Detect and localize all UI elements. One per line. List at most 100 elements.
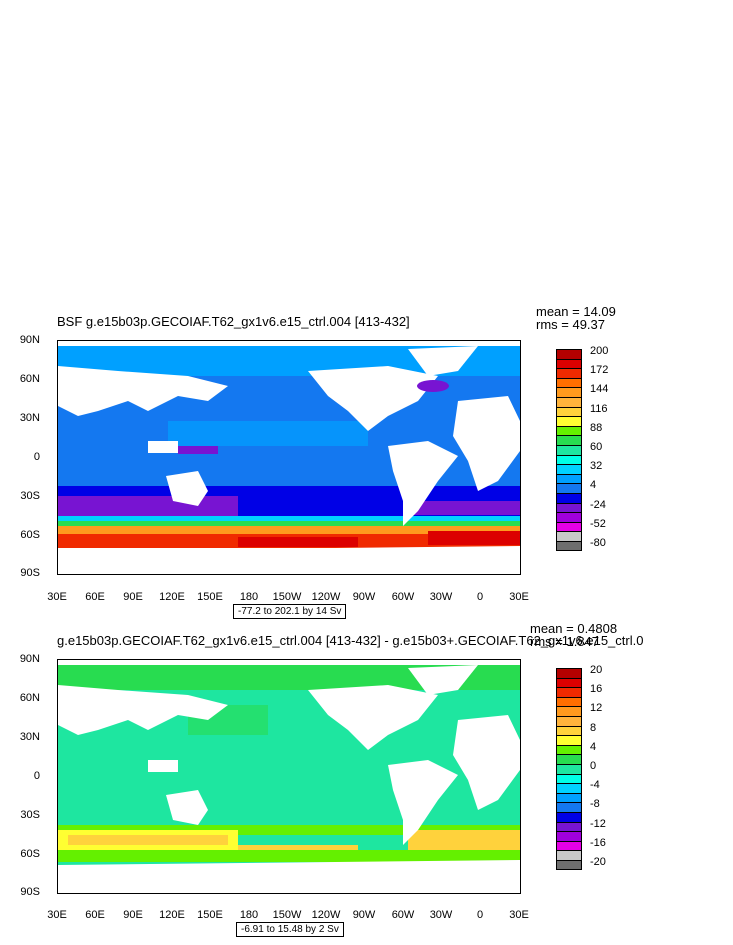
diff-south-band-orange-2 xyxy=(408,830,520,850)
panel-1-map-svg xyxy=(58,341,520,574)
gyre-labrador xyxy=(417,380,449,392)
colorbar-label: 144 xyxy=(590,383,609,396)
lon-label: 180 xyxy=(239,909,259,921)
colorbar-swatch xyxy=(556,763,582,775)
colorbar-label: -4 xyxy=(590,779,600,792)
panel-1-map xyxy=(57,340,521,575)
lon-label: 0 xyxy=(476,909,484,921)
lat-label: 60S xyxy=(20,848,40,860)
lon-label: 90E xyxy=(123,591,143,603)
colorbar-label: -8 xyxy=(590,798,600,811)
panel-2-title: g.e15b03p.GECOIAF.T62_gx1v6.e15_ctrl.004… xyxy=(57,633,643,648)
lat-label: 90N xyxy=(19,334,40,346)
lat-label: 60S xyxy=(20,529,40,541)
land-greenland xyxy=(408,346,478,376)
lon-label: 150E xyxy=(197,591,223,603)
land-eurasia xyxy=(58,685,228,735)
lat-label: 90N xyxy=(19,653,40,665)
colorbar-swatch xyxy=(556,540,582,552)
acc-dark-red-2 xyxy=(428,531,520,545)
colorbar-label: 60 xyxy=(590,441,603,453)
diff-south-band-yellow xyxy=(58,830,238,850)
diff-arctic xyxy=(58,665,520,690)
colorbar-swatch xyxy=(556,840,582,852)
colorbar-swatch xyxy=(556,735,582,746)
colorbar-label: 12 xyxy=(590,702,603,715)
land-north-edge xyxy=(58,660,520,665)
colorbar-label: 4 xyxy=(590,740,597,753)
land-africa xyxy=(453,715,520,810)
land-greenland xyxy=(408,665,478,695)
diff-south-band-green xyxy=(58,825,520,835)
panel-1-range: -77.2 to 202.1 by 14 Sv xyxy=(233,604,347,619)
colorbar-swatch xyxy=(556,792,582,804)
diff-south-band-orange-3 xyxy=(238,845,358,855)
colorbar-label: 116 xyxy=(590,402,608,415)
land-north-america xyxy=(308,366,438,431)
panel-2-range: -6.91 to 15.48 by 2 Sv xyxy=(236,922,344,937)
colorbar-label: 172 xyxy=(590,364,609,377)
land-south-america xyxy=(388,760,458,845)
land-australia xyxy=(166,471,208,506)
colorbar-swatch xyxy=(556,677,582,689)
colorbar-swatch xyxy=(556,773,582,785)
lon-label: 0 xyxy=(476,591,484,603)
lon-label: 30E xyxy=(47,591,67,603)
colorbar-swatch xyxy=(556,821,582,833)
lon-label: 150E xyxy=(197,909,223,921)
lon-label: 30W xyxy=(429,909,453,921)
colorbar-swatch xyxy=(556,859,582,871)
lon-label: 30W xyxy=(429,591,453,603)
colorbar-label: 88 xyxy=(590,421,603,434)
lon-label: 90W xyxy=(352,591,376,603)
lon-label: 60E xyxy=(85,591,105,603)
land-antarctica xyxy=(58,546,520,574)
panel-2-mean: mean = 0.4808 xyxy=(530,621,618,636)
diff-field xyxy=(58,665,520,865)
colorbar-label: 16 xyxy=(590,683,603,696)
colorbar-swatch xyxy=(556,831,582,842)
lon-label: 120E xyxy=(159,909,185,921)
lon-label: 30E xyxy=(509,591,529,603)
colorbar-label: 8 xyxy=(590,721,597,734)
gyre-strip-purple xyxy=(58,496,238,518)
lat-label: 90S xyxy=(20,567,40,579)
lon-label: 150W xyxy=(272,591,302,603)
land-north-america xyxy=(308,685,438,750)
colorbar-swatch xyxy=(556,715,582,727)
lat-label: 30S xyxy=(20,490,40,502)
colorbar-swatch xyxy=(556,811,582,823)
colorbar-label: 20 xyxy=(590,664,603,676)
acc-cyan xyxy=(58,516,520,524)
lon-label: 120W xyxy=(311,591,341,603)
lat-label: 60N xyxy=(19,373,40,385)
lat-label: 30N xyxy=(19,412,40,424)
colorbar-swatch xyxy=(556,706,582,717)
colorbar-label: -80 xyxy=(590,537,606,549)
colorbar-swatch xyxy=(556,850,582,861)
panel-1-title: BSF g.e15b03p.GECOIAF.T62_gx1v6.e15_ctrl… xyxy=(57,314,410,329)
lon-label: 60W xyxy=(391,909,415,921)
land-antarctica xyxy=(58,860,520,893)
colorbar-label: 200 xyxy=(590,345,609,357)
colorbar-swatch xyxy=(556,687,582,698)
lon-label: 30E xyxy=(509,909,529,921)
lon-label: 90W xyxy=(352,909,376,921)
lat-label: 30N xyxy=(19,731,40,743)
panel-1-rms: rms = 49.37 xyxy=(536,317,606,332)
colorbar-label: -20 xyxy=(590,856,606,868)
lat-label: 0 xyxy=(33,451,40,463)
lon-label: 120W xyxy=(311,909,341,921)
panel-1-stats: mean = 14.09 rms = 49.37 xyxy=(536,305,616,331)
gyre-kuroshio xyxy=(178,446,218,454)
land-australia xyxy=(166,790,208,825)
lat-label: 90S xyxy=(20,886,40,898)
land-eurasia xyxy=(58,366,228,416)
colorbar-swatch xyxy=(556,696,582,708)
panel-1-colorbar xyxy=(556,349,582,552)
colorbar-swatch xyxy=(556,802,582,813)
diff-south-band-orange xyxy=(68,835,228,845)
ocean-tropics-light xyxy=(168,421,368,446)
panel-2-colorbar xyxy=(556,668,582,871)
colorbar-swatch xyxy=(556,668,582,679)
